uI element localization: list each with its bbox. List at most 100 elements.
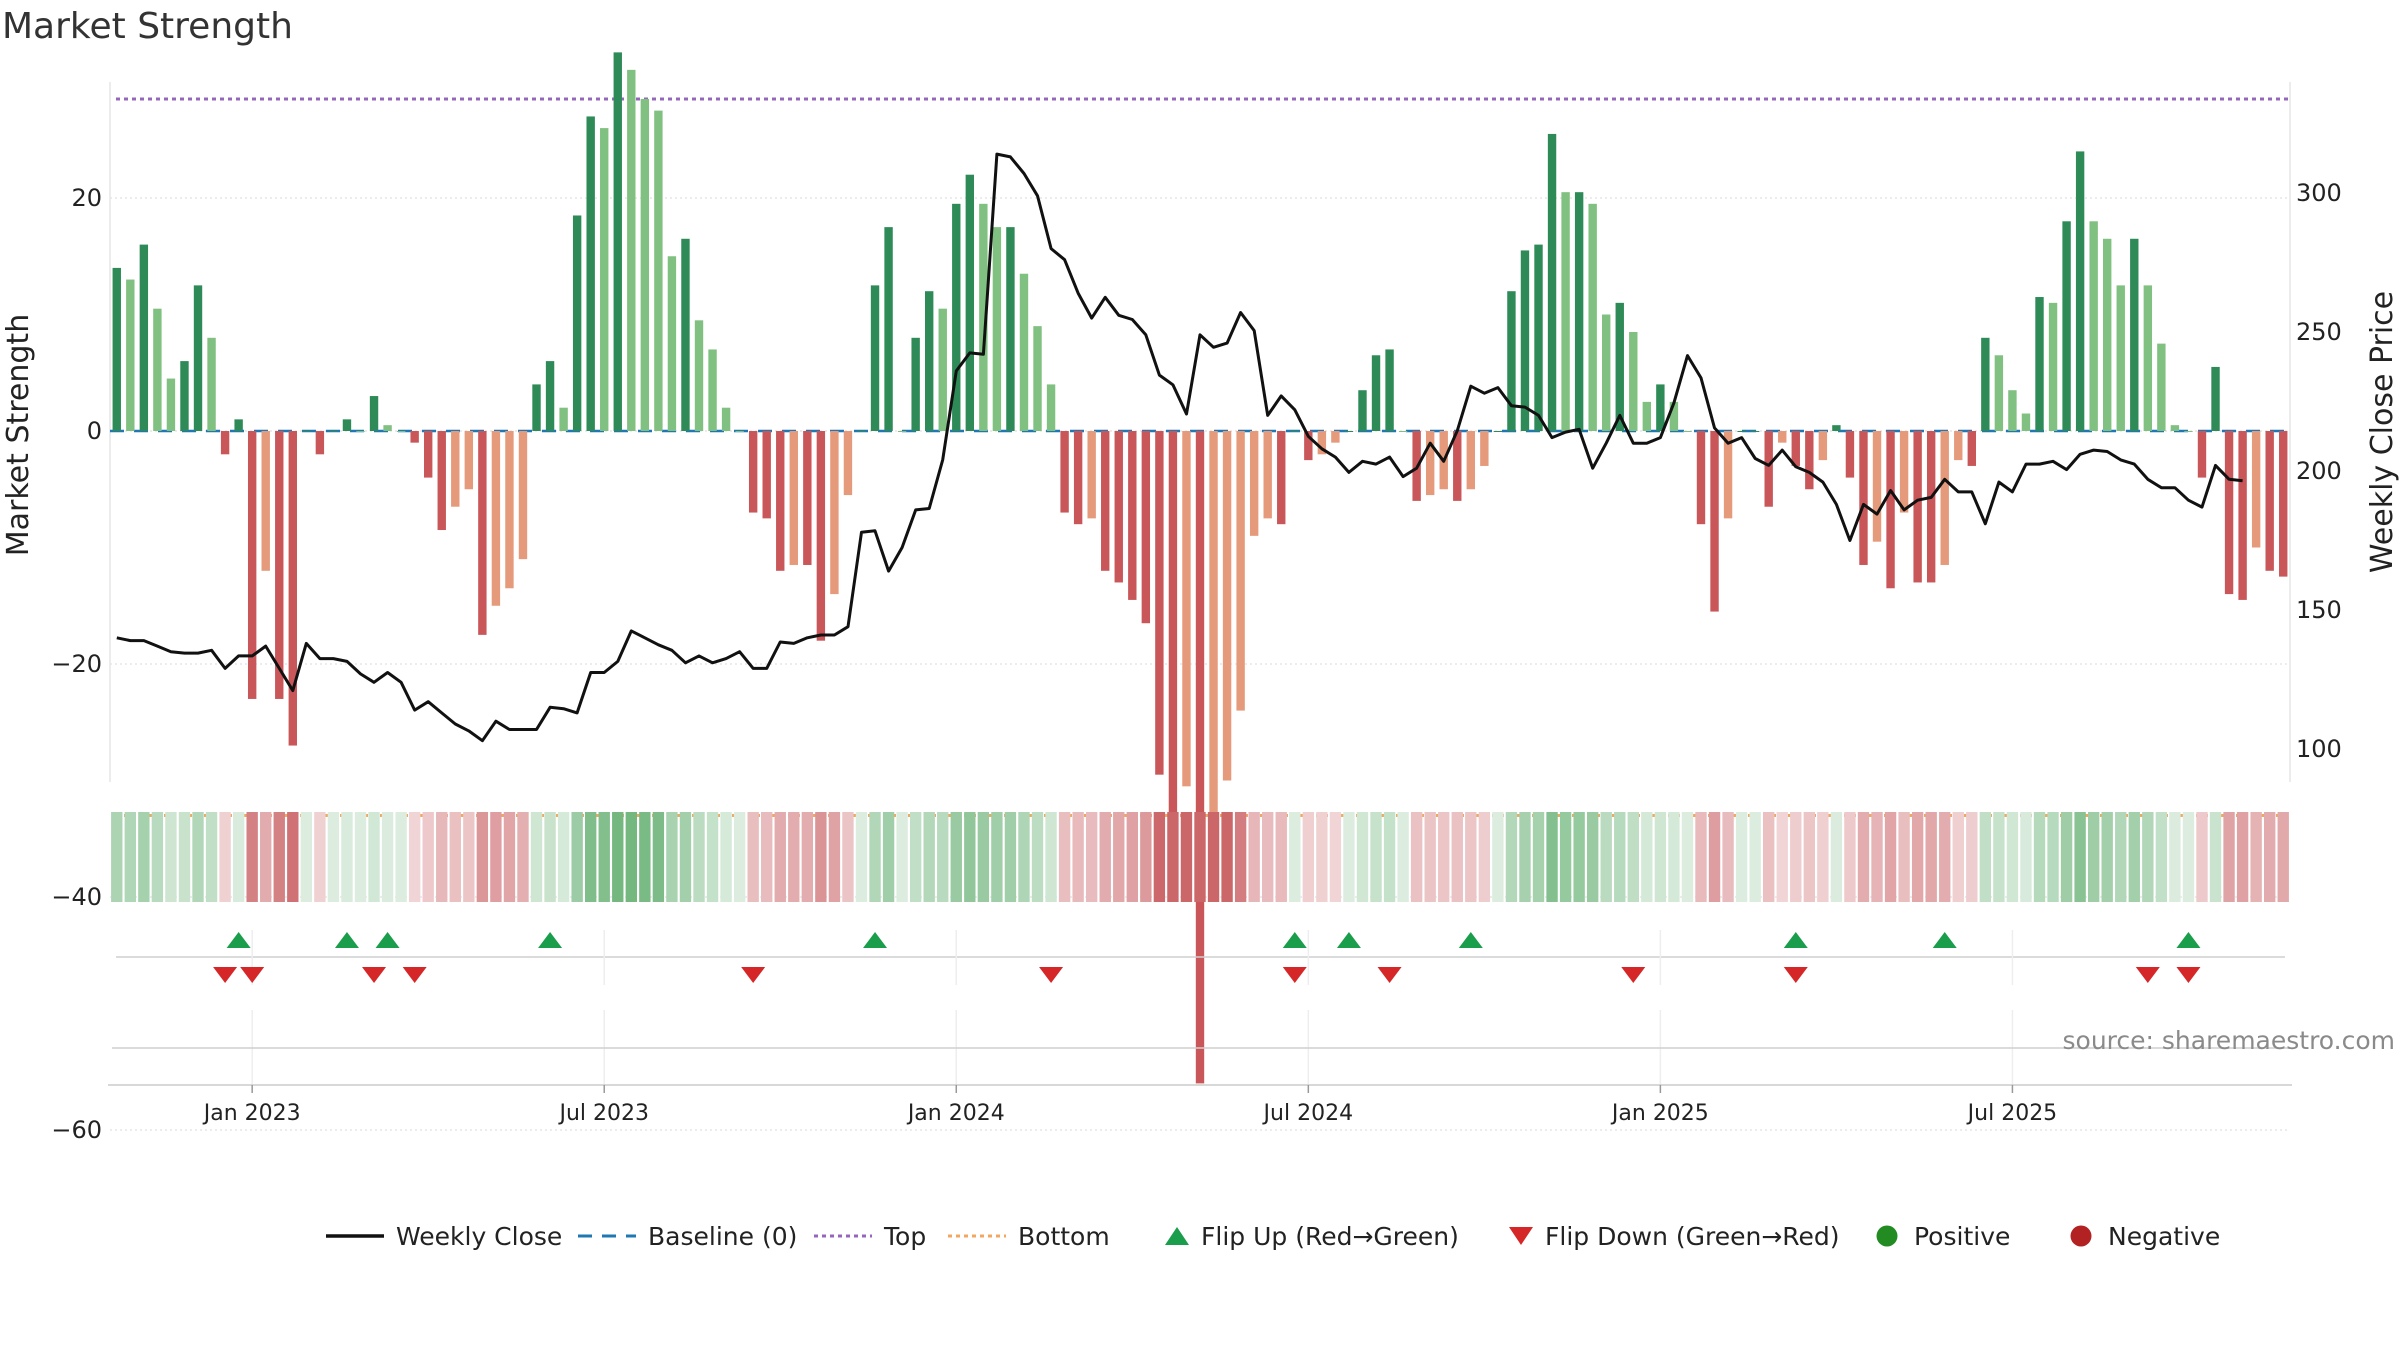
legend-item: Baseline (0) <box>578 1222 797 1251</box>
heat-cell <box>761 812 773 902</box>
strength-bar <box>1981 337 1990 431</box>
heat-cell <box>1370 812 1382 902</box>
heat-cell <box>178 812 191 902</box>
strength-bar <box>897 431 907 432</box>
green-dot-icon <box>1876 1225 1898 1247</box>
strength-bar <box>870 285 880 431</box>
flip-down-marker <box>2135 967 2160 983</box>
strength-bar <box>180 361 189 431</box>
heat-cell <box>1925 812 1937 902</box>
heat-cell <box>1167 812 1179 902</box>
heat-cell <box>463 812 475 902</box>
heat-cell <box>1857 812 1870 902</box>
strength-bar <box>153 308 162 431</box>
strength-bar <box>2130 238 2139 431</box>
source-note: source: sharemaestro.com <box>2063 1026 2396 1055</box>
flip-down-marker <box>1377 967 1402 983</box>
x-tick-label: Jan 2025 <box>1610 1101 1709 1126</box>
flip-up-marker <box>1932 932 1957 948</box>
heat-cell <box>923 812 935 902</box>
heat-cell <box>2101 812 2113 902</box>
heat-cell <box>1478 812 1491 902</box>
strength-bar <box>342 419 352 431</box>
x-tick-label: Jul 2023 <box>557 1101 649 1126</box>
strength-bar <box>356 431 365 432</box>
heat-cell <box>1194 812 1206 902</box>
strength-bar <box>1006 227 1015 431</box>
legend-label: Baseline (0) <box>648 1222 797 1251</box>
heat-cell <box>395 812 407 902</box>
heat-cell <box>639 812 651 902</box>
heat-cell <box>314 812 326 902</box>
strength-bar <box>979 203 988 431</box>
strength-bar <box>1764 431 1773 507</box>
strength-bar <box>1304 431 1313 461</box>
heat-cell <box>1627 812 1639 902</box>
heat-cell <box>1993 812 2005 902</box>
strength-bar <box>1954 431 1963 461</box>
heat-cell <box>1898 812 1910 902</box>
heat-cell <box>260 812 272 902</box>
heat-cell <box>300 812 313 902</box>
heat-cell <box>1275 812 1287 902</box>
strength-bar <box>2170 425 2180 431</box>
heat-cell <box>2033 812 2046 902</box>
flip-up-marker <box>1458 932 1483 948</box>
heat-cell <box>991 812 1003 902</box>
strength-bar <box>559 407 568 431</box>
strength-bar <box>1155 431 1164 775</box>
heat-cell <box>2182 812 2195 902</box>
heat-cell <box>693 812 705 902</box>
left-tick-label: 20 <box>71 184 102 212</box>
heat-cell <box>1180 812 1193 902</box>
strength-bar <box>410 431 419 443</box>
heat-cell <box>896 812 908 902</box>
strength-bar <box>776 431 785 571</box>
heat-cell <box>1410 812 1423 902</box>
flip-up-marker <box>334 932 359 948</box>
strength-bar <box>1656 384 1665 431</box>
heat-cell <box>1505 812 1518 902</box>
x-axis: Jan 2023 Jul 2023 Jan 2024 Jul 2024 Jan 2025… <box>108 1084 2292 1126</box>
heat-cell <box>151 812 164 902</box>
heat-cell <box>1708 812 1721 902</box>
heat-cell <box>124 812 136 902</box>
strength-bar <box>1859 431 1868 565</box>
heat-cell <box>977 812 990 902</box>
heat-cell <box>1641 812 1653 902</box>
right-axis-ticks: 300 250 200 150 100 <box>2296 179 2342 763</box>
heat-cell <box>1559 812 1572 902</box>
legend-item: Bottom <box>948 1222 1110 1251</box>
heat-cell <box>138 812 150 902</box>
heat-cell <box>1329 812 1342 902</box>
strength-bar <box>1128 431 1137 600</box>
heat-cell <box>964 812 976 902</box>
heat-cell <box>1844 812 1856 902</box>
strength-bar <box>1290 431 1299 432</box>
strength-bar <box>1249 431 1259 536</box>
heat-cell <box>1018 812 1030 902</box>
strength-bar <box>1886 431 1895 589</box>
heat-cell <box>2060 812 2073 902</box>
heat-cell <box>584 812 597 902</box>
heat-cell <box>1289 812 1301 902</box>
legend: Weekly Close Baseline (0) Top Bottom Flip Up… <box>326 1222 2220 1251</box>
strength-bars <box>112 52 2288 1084</box>
flip-down-marker <box>741 967 766 983</box>
strength-bar <box>1750 431 1760 432</box>
strength-bar <box>234 419 243 431</box>
strength-bar <box>1805 431 1814 490</box>
strength-bar <box>1317 431 1327 455</box>
heat-cell <box>679 812 692 902</box>
strength-bar <box>1236 431 1245 711</box>
strength-bar <box>478 431 487 635</box>
strength-bar <box>2008 390 2017 431</box>
strength-bar <box>735 431 744 432</box>
strength-bar <box>2251 431 2261 548</box>
legend-item: Positive <box>1876 1222 2010 1251</box>
strength-bar <box>288 431 297 746</box>
heat-cell <box>2264 812 2276 902</box>
strength-bar <box>830 431 839 595</box>
strength-bar <box>112 267 121 431</box>
strength-bar <box>1629 331 1638 431</box>
